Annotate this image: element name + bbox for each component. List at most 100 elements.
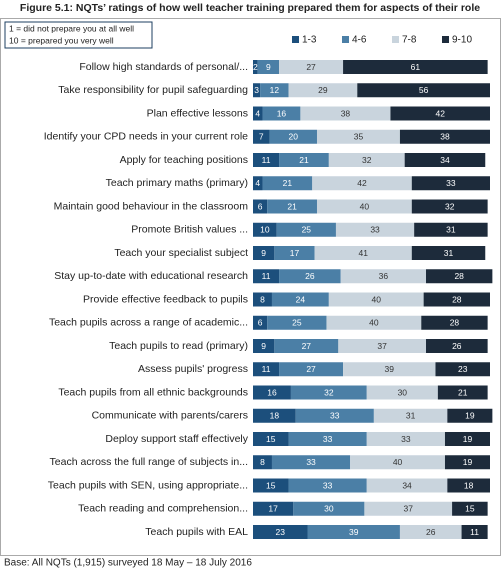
data-label: 41 bbox=[358, 248, 368, 258]
data-label: 61 bbox=[411, 62, 421, 72]
data-label: 38 bbox=[440, 132, 450, 142]
category-label: Teach pupils to read (primary) bbox=[109, 340, 248, 352]
data-label: 19 bbox=[463, 457, 473, 467]
data-label: 32 bbox=[362, 155, 372, 165]
data-label: 16 bbox=[277, 108, 287, 118]
data-label: 11 bbox=[262, 155, 271, 165]
bar-segment bbox=[435, 362, 490, 377]
data-label: 21 bbox=[287, 201, 297, 211]
bar-segment bbox=[253, 83, 261, 98]
data-label: 32 bbox=[445, 201, 455, 211]
note: 1 = did not prepare you at all well bbox=[9, 23, 134, 33]
category-label: Teach pupils with SEN, using appropriate… bbox=[48, 479, 248, 491]
bar-segment bbox=[257, 60, 280, 74]
bar-segment bbox=[253, 501, 294, 516]
footnote: Base: All NQTs (1,915) surveyed 18 May –… bbox=[4, 558, 252, 569]
data-label: 19 bbox=[463, 434, 473, 444]
bar-segment bbox=[366, 432, 445, 446]
bar-segment bbox=[404, 153, 486, 167]
category-label: Teach reading and comprehension... bbox=[78, 503, 248, 515]
bar-segment bbox=[293, 501, 365, 516]
bar-segment bbox=[461, 525, 488, 539]
bar-segment bbox=[452, 501, 488, 516]
bar-segment bbox=[326, 315, 422, 330]
bar-segment bbox=[444, 432, 490, 446]
legend-label: 7-8 bbox=[402, 35, 417, 46]
bar-segment bbox=[340, 269, 427, 284]
bar-segment bbox=[447, 478, 490, 493]
data-label: 12 bbox=[270, 85, 280, 95]
data-label: 8 bbox=[260, 457, 265, 467]
data-label: 7 bbox=[259, 132, 264, 142]
chart-title: Figure 5.1: NQTs’ ratings of how well te… bbox=[20, 2, 480, 14]
category-label: Follow high standards of personal/... bbox=[79, 61, 248, 73]
bar-segment bbox=[274, 339, 339, 353]
data-label: 33 bbox=[401, 434, 411, 444]
data-label: 15 bbox=[465, 504, 475, 514]
data-label: 30 bbox=[398, 387, 408, 397]
bar-segment bbox=[414, 222, 488, 237]
bar-segment bbox=[350, 455, 445, 470]
data-label: 33 bbox=[306, 457, 316, 467]
bar-segment bbox=[390, 106, 490, 121]
data-label: 33 bbox=[323, 480, 333, 490]
bar-segment bbox=[253, 60, 258, 74]
bar-segment bbox=[444, 455, 490, 470]
bar-segment bbox=[364, 501, 453, 516]
category-label: Teach across the full range of subjects … bbox=[50, 456, 248, 468]
data-label: 32 bbox=[324, 387, 334, 397]
bar-segment bbox=[366, 385, 438, 400]
bar-segment bbox=[411, 176, 490, 191]
bar-segment bbox=[288, 432, 367, 446]
bar-segment bbox=[437, 385, 488, 400]
data-label: 11 bbox=[262, 364, 271, 374]
bar-segment bbox=[253, 199, 268, 214]
data-label: 9 bbox=[261, 341, 266, 351]
bar-segment bbox=[335, 222, 415, 237]
bar-segment bbox=[253, 106, 263, 121]
bar-segment bbox=[253, 315, 268, 330]
bar-segment bbox=[316, 199, 412, 214]
data-label: 29 bbox=[318, 85, 328, 95]
data-label: 33 bbox=[370, 225, 380, 235]
data-label: 21 bbox=[299, 155, 309, 165]
bar-segment bbox=[267, 199, 317, 214]
note: 10 = prepared you very well bbox=[9, 35, 114, 45]
legend-swatch bbox=[292, 36, 299, 43]
data-label: 3 bbox=[254, 85, 259, 95]
data-label: 15 bbox=[266, 434, 276, 444]
bar-segment bbox=[399, 129, 490, 144]
data-label: 37 bbox=[377, 341, 387, 351]
data-label: 40 bbox=[372, 294, 382, 304]
data-label: 39 bbox=[349, 527, 359, 537]
data-label: 16 bbox=[267, 387, 277, 397]
bar-segment bbox=[253, 269, 280, 284]
bar-segment bbox=[253, 362, 280, 377]
bar-segment bbox=[276, 222, 336, 237]
data-label: 28 bbox=[450, 318, 460, 328]
bar-segment bbox=[279, 60, 344, 74]
bar-segment bbox=[253, 408, 296, 423]
data-label: 26 bbox=[452, 341, 462, 351]
bar-segment bbox=[260, 83, 289, 98]
bar-segment bbox=[271, 455, 351, 470]
legend-label: 9-10 bbox=[452, 35, 472, 46]
bar-segment bbox=[269, 129, 317, 144]
category-label: Take responsibility for pupil safeguardi… bbox=[58, 84, 248, 96]
bar-segment bbox=[357, 83, 490, 98]
data-label: 34 bbox=[440, 155, 450, 165]
bar-segment bbox=[426, 269, 493, 284]
note-box bbox=[4, 21, 153, 49]
data-label: 40 bbox=[360, 201, 370, 211]
bar-segment bbox=[274, 246, 315, 260]
bar-segment bbox=[253, 129, 270, 144]
legend-swatch bbox=[442, 36, 449, 43]
bar-segment bbox=[328, 153, 405, 167]
data-label: 31 bbox=[406, 411, 416, 421]
bar-segment bbox=[253, 176, 263, 191]
bar-segment bbox=[423, 292, 490, 307]
category-label: Deploy support staff effectively bbox=[105, 433, 248, 445]
bar-segment bbox=[343, 60, 488, 74]
bar-segment bbox=[279, 362, 344, 377]
